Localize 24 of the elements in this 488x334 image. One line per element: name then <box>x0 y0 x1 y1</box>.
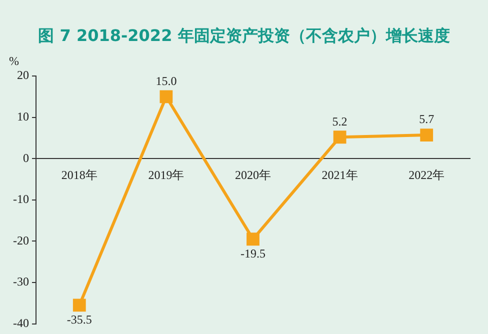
y-axis-title: % <box>9 54 19 68</box>
point <box>72 298 86 312</box>
x-tick-label: 2018年 <box>61 168 98 182</box>
data-label: 15.0 <box>156 74 177 88</box>
y-tick-label: -40 <box>12 316 29 330</box>
y-tick-label: -30 <box>12 274 29 289</box>
data-label: -35.5 <box>66 312 92 326</box>
point <box>160 90 173 104</box>
x-tick-label: 2021年 <box>322 168 358 182</box>
point <box>246 232 260 246</box>
data-label: 5.2 <box>332 114 348 128</box>
y-tick-label: -20 <box>12 233 29 248</box>
x-tick-label: 2019年 <box>148 168 184 182</box>
chart-title: 图 7 2018-2022 年固定资产投资（不含农户）增长速度 <box>37 25 451 47</box>
y-tick-label: -10 <box>12 192 29 206</box>
x-tick-label: 2022年 <box>408 168 445 182</box>
y-tick-label: 20 <box>16 68 29 82</box>
point <box>333 130 346 144</box>
y-tick-label: 10 <box>16 109 29 124</box>
data-label: -19.5 <box>240 246 266 260</box>
x-tick-label: 2020年 <box>235 168 271 182</box>
point <box>420 128 434 142</box>
data-label: 5.7 <box>419 112 434 126</box>
y-tick-label: 0 <box>22 150 29 165</box>
